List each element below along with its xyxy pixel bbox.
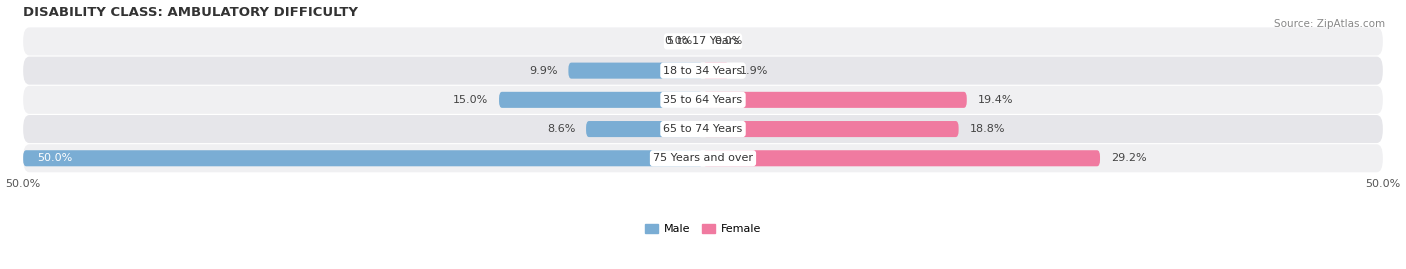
Text: 9.9%: 9.9% xyxy=(529,66,558,76)
FancyBboxPatch shape xyxy=(499,92,703,108)
Text: DISABILITY CLASS: AMBULATORY DIFFICULTY: DISABILITY CLASS: AMBULATORY DIFFICULTY xyxy=(22,6,359,19)
Text: 8.6%: 8.6% xyxy=(547,124,575,134)
FancyBboxPatch shape xyxy=(703,150,1099,166)
Text: 35 to 64 Years: 35 to 64 Years xyxy=(664,95,742,105)
Text: 18 to 34 Years: 18 to 34 Years xyxy=(664,66,742,76)
FancyBboxPatch shape xyxy=(22,27,1384,55)
Text: 5 to 17 Years: 5 to 17 Years xyxy=(666,36,740,47)
FancyBboxPatch shape xyxy=(22,115,1384,143)
Text: 65 to 74 Years: 65 to 74 Years xyxy=(664,124,742,134)
Text: 75 Years and over: 75 Years and over xyxy=(652,153,754,163)
FancyBboxPatch shape xyxy=(703,92,967,108)
Text: 1.9%: 1.9% xyxy=(740,66,768,76)
Text: 29.2%: 29.2% xyxy=(1111,153,1146,163)
Text: 50.0%: 50.0% xyxy=(37,153,72,163)
FancyBboxPatch shape xyxy=(703,63,728,79)
Text: Source: ZipAtlas.com: Source: ZipAtlas.com xyxy=(1274,19,1385,29)
FancyBboxPatch shape xyxy=(22,144,1384,172)
FancyBboxPatch shape xyxy=(586,121,703,137)
FancyBboxPatch shape xyxy=(22,56,1384,85)
FancyBboxPatch shape xyxy=(568,63,703,79)
FancyBboxPatch shape xyxy=(22,86,1384,114)
Text: 18.8%: 18.8% xyxy=(970,124,1005,134)
Text: 0.0%: 0.0% xyxy=(714,36,742,47)
Legend: Male, Female: Male, Female xyxy=(641,219,765,239)
FancyBboxPatch shape xyxy=(22,150,703,166)
Text: 0.0%: 0.0% xyxy=(664,36,692,47)
Text: 19.4%: 19.4% xyxy=(977,95,1014,105)
FancyBboxPatch shape xyxy=(703,121,959,137)
Text: 15.0%: 15.0% xyxy=(453,95,488,105)
